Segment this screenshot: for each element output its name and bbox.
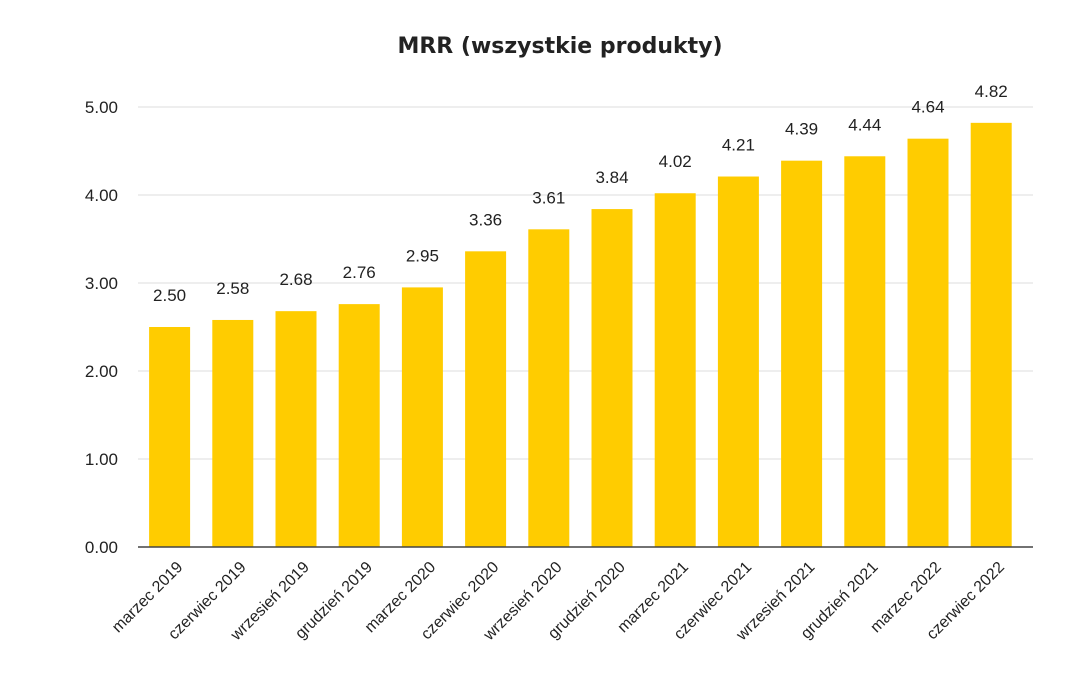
y-tick-label: 1.00 (85, 450, 118, 469)
bar-value-label: 2.58 (216, 279, 249, 298)
bar-value-label: 3.36 (469, 210, 502, 229)
bar-value-label: 2.76 (343, 263, 376, 282)
bar (717, 176, 759, 547)
bar (465, 251, 507, 547)
bar (781, 160, 823, 547)
bar (212, 319, 254, 547)
bar-value-label: 3.84 (595, 168, 628, 187)
bar (528, 229, 570, 547)
bar-value-label: 4.21 (722, 136, 755, 155)
bar (275, 311, 317, 547)
bar-value-label: 2.95 (406, 246, 439, 265)
y-tick-label: 0.00 (85, 538, 118, 557)
bar-value-label: 4.02 (659, 152, 692, 171)
bar (401, 287, 443, 547)
bar (338, 304, 380, 547)
bar (149, 327, 191, 547)
bar-value-label: 4.64 (911, 98, 944, 117)
y-tick-label: 2.00 (85, 362, 118, 381)
bar-value-label: 2.68 (279, 270, 312, 289)
bar (844, 156, 886, 547)
y-tick-label: 4.00 (85, 186, 118, 205)
bar-value-label: 2.50 (153, 286, 186, 305)
chart-title: MRR (wszystkie produkty) (397, 34, 723, 59)
y-tick-label: 3.00 (85, 274, 118, 293)
bar (907, 138, 949, 547)
bar-value-label: 4.39 (785, 120, 818, 139)
bar-value-label: 4.44 (848, 115, 881, 134)
bar (591, 209, 633, 547)
bar (654, 193, 696, 548)
bar (970, 122, 1012, 547)
bar-value-label: 4.82 (975, 82, 1008, 101)
bar-value-label: 3.61 (532, 188, 565, 207)
y-tick-label: 5.00 (85, 98, 118, 117)
